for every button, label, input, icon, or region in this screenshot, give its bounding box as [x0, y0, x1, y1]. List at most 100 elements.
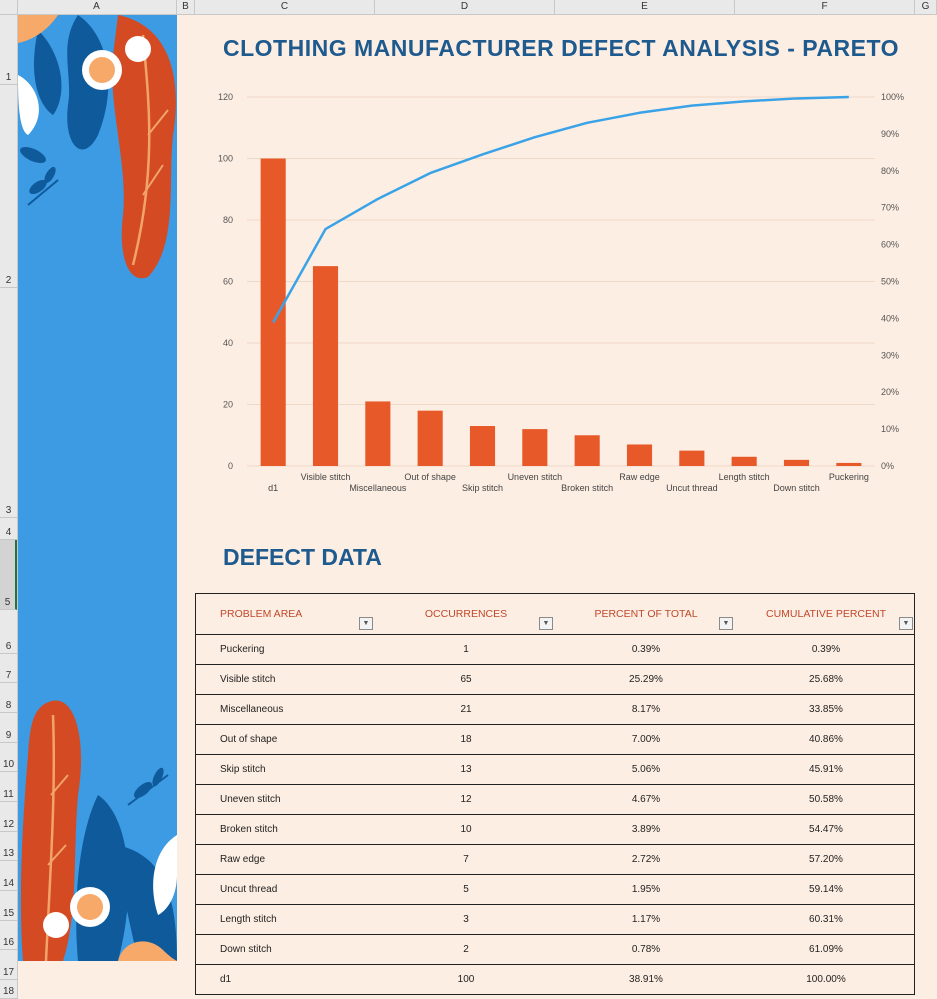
- cell-percent-of-total: 2.72%: [631, 854, 661, 865]
- y-tick-label: 100: [218, 154, 233, 164]
- row-header[interactable]: 18: [0, 980, 17, 999]
- cell-cumulative-percent: 33.85%: [809, 704, 843, 715]
- column-header-c[interactable]: C: [195, 0, 375, 14]
- bar[interactable]: [574, 435, 600, 466]
- cell-cumulative-percent: 40.86%: [809, 734, 843, 745]
- x-tick-label: Length stitch: [719, 472, 770, 482]
- row-header[interactable]: 4: [0, 518, 17, 540]
- table-row[interactable]: Puckering 1 0.39% 0.39%: [196, 635, 914, 665]
- cell-cumulative-percent: 61.09%: [809, 944, 843, 955]
- select-all-corner[interactable]: [0, 0, 18, 14]
- column-header-a[interactable]: A: [17, 0, 177, 14]
- column-header-b[interactable]: B: [177, 0, 195, 14]
- cell-problem-area: Puckering: [220, 644, 265, 655]
- y-tick-label: 20: [223, 400, 233, 410]
- cell-occurrences: 12: [460, 794, 472, 805]
- cell-problem-area: Skip stitch: [220, 764, 266, 775]
- x-tick-label: Broken stitch: [561, 483, 613, 493]
- row-header[interactable]: 14: [0, 861, 17, 891]
- chart-bars: [260, 158, 862, 467]
- row-header[interactable]: 16: [0, 921, 17, 950]
- table-row[interactable]: Out of shape 18 7.00% 40.86%: [196, 725, 914, 755]
- bar[interactable]: [365, 401, 391, 466]
- row-header[interactable]: 1: [0, 15, 17, 85]
- bar[interactable]: [469, 426, 496, 466]
- table-row[interactable]: Broken stitch 10 3.89% 54.47%: [196, 815, 914, 845]
- cell-percent-of-total: 8.17%: [631, 704, 661, 715]
- x-tick-label: Raw edge: [619, 472, 660, 482]
- y2-tick-label: 90%: [881, 129, 899, 139]
- cell-percent-of-total: 4.67%: [631, 794, 661, 805]
- filter-dropdown-icon[interactable]: ▼: [899, 617, 913, 630]
- table-row[interactable]: Uncut thread 5 1.95% 59.14%: [196, 875, 914, 905]
- x-tick-label: Miscellaneous: [349, 483, 407, 493]
- bar[interactable]: [679, 450, 705, 466]
- bar[interactable]: [731, 456, 757, 466]
- y-tick-label: 0: [228, 461, 233, 471]
- filter-dropdown-icon[interactable]: ▼: [359, 617, 373, 630]
- cell-cumulative-percent: 57.20%: [809, 854, 843, 865]
- table-row[interactable]: Miscellaneous 21 8.17% 33.85%: [196, 695, 914, 725]
- floral-illustration: [18, 15, 177, 961]
- row-header[interactable]: 6: [0, 610, 17, 654]
- table-row[interactable]: Uneven stitch 12 4.67% 50.58%: [196, 785, 914, 815]
- table-row[interactable]: Down stitch 2 0.78% 61.09%: [196, 935, 914, 965]
- table-row[interactable]: Skip stitch 13 5.06% 45.91%: [196, 755, 914, 785]
- cell-occurrences: 18: [460, 734, 472, 745]
- cell-occurrences: 10: [460, 824, 472, 835]
- bar[interactable]: [836, 462, 862, 466]
- x-tick-label: Uncut thread: [666, 483, 718, 493]
- cell-cumulative-percent: 54.47%: [809, 824, 843, 835]
- cell-occurrences: 100: [457, 974, 475, 985]
- row-header[interactable]: 9: [0, 713, 17, 743]
- filter-dropdown-icon[interactable]: ▼: [719, 617, 733, 630]
- cell-problem-area: Broken stitch: [220, 824, 278, 835]
- y2-tick-label: 0%: [881, 461, 894, 471]
- table-row[interactable]: Length stitch 3 1.17% 60.31%: [196, 905, 914, 935]
- table-row[interactable]: Raw edge 7 2.72% 57.20%: [196, 845, 914, 875]
- row-header[interactable]: 10: [0, 743, 17, 772]
- y2-tick-label: 60%: [881, 240, 899, 250]
- bar[interactable]: [626, 444, 653, 466]
- row-header[interactable]: 17: [0, 950, 17, 980]
- chart-secondary-axis: 0% 10% 20% 30% 40% 50% 60% 70% 80% 90% 100%: [881, 92, 904, 471]
- bar[interactable]: [522, 429, 548, 466]
- row-header[interactable]: 13: [0, 832, 17, 861]
- cell-cumulative-percent: 100.00%: [806, 974, 846, 985]
- header-percent-of-total: PERCENT OF TOTAL: [594, 608, 698, 620]
- row-header[interactable]: 2: [0, 85, 17, 288]
- filter-dropdown-icon[interactable]: ▼: [539, 617, 553, 630]
- column-b-spacer: [177, 15, 195, 999]
- bar[interactable]: [783, 459, 810, 466]
- bar[interactable]: [312, 266, 339, 466]
- column-header-g[interactable]: G: [915, 0, 937, 14]
- row-header[interactable]: 5: [0, 540, 17, 610]
- table-row[interactable]: Visible stitch 65 25.29% 25.68%: [196, 665, 914, 695]
- cell-occurrences: 5: [463, 884, 469, 895]
- header-occurrences: OCCURRENCES: [424, 608, 508, 620]
- row-header[interactable]: 3: [0, 288, 17, 518]
- x-tick-label: Puckering: [829, 472, 869, 482]
- column-header-e[interactable]: E: [555, 0, 735, 14]
- row-header[interactable]: 8: [0, 683, 17, 713]
- cell-occurrences: 65: [460, 674, 472, 685]
- row-header[interactable]: 15: [0, 891, 17, 921]
- bar[interactable]: [260, 158, 286, 467]
- cell-occurrences: 1: [463, 644, 469, 655]
- row-header[interactable]: 7: [0, 654, 17, 683]
- x-tick-label: Uneven stitch: [508, 472, 563, 482]
- cell-percent-of-total: 0.78%: [631, 944, 661, 955]
- column-header-d[interactable]: D: [375, 0, 555, 14]
- row-header[interactable]: 12: [0, 802, 17, 832]
- table-row[interactable]: d1 100 38.91% 100.00%: [196, 965, 914, 994]
- column-header-f[interactable]: F: [735, 0, 915, 14]
- y2-tick-label: 80%: [881, 166, 899, 176]
- cell-problem-area: d1: [220, 974, 232, 985]
- cell-occurrences: 2: [463, 944, 469, 955]
- bar[interactable]: [417, 410, 443, 466]
- pareto-chart[interactable]: 0 20 40 60 80 100 120 0% 10% 20% 30% 40% 50% 60% 70% 8…: [195, 80, 915, 500]
- cumulative-percent-line[interactable]: [272, 95, 849, 324]
- row-header-bar: 1 2 3 4 5 6 7 8 9 10 11 12 13 14 15 16 1…: [0, 15, 18, 999]
- row-header[interactable]: 11: [0, 772, 17, 802]
